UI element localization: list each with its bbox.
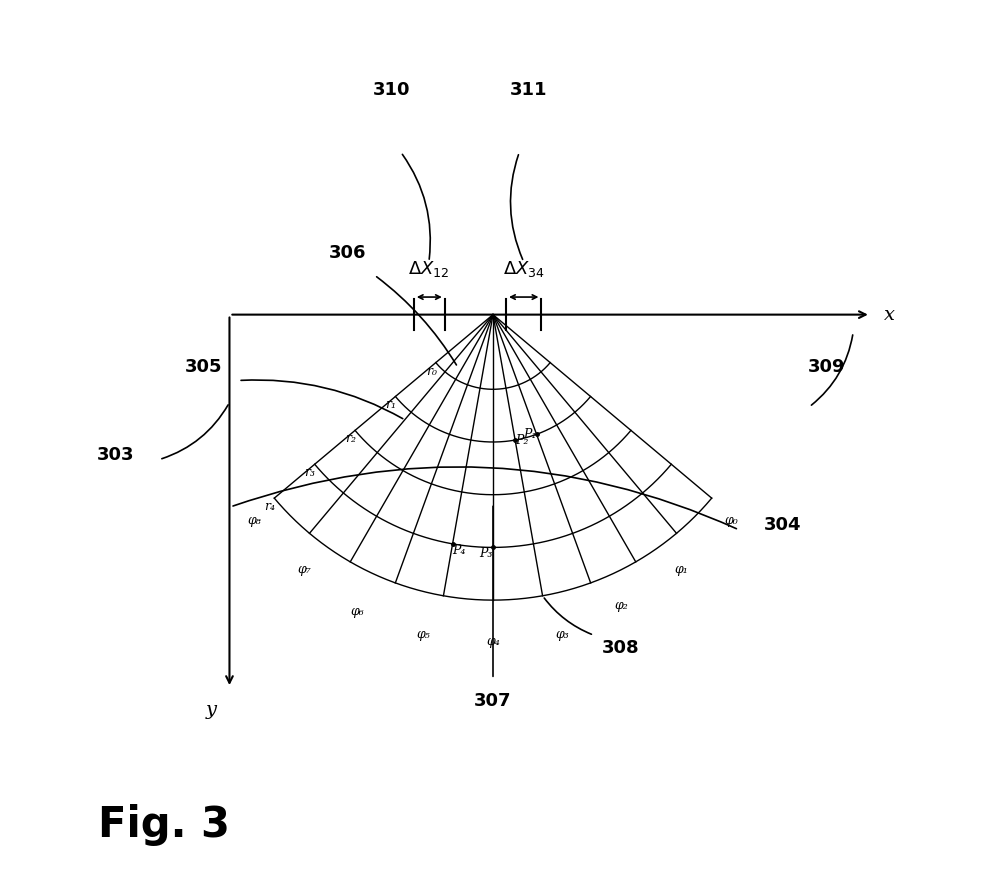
Text: φ₄: φ₄: [486, 636, 500, 648]
Text: P₁: P₁: [524, 428, 536, 441]
Text: P₄: P₄: [453, 544, 466, 557]
Text: φ₂: φ₂: [614, 598, 628, 612]
Text: φ₃: φ₃: [555, 628, 569, 641]
Text: φ₀: φ₀: [725, 514, 739, 527]
Text: r₀: r₀: [426, 364, 437, 377]
Text: 305: 305: [184, 358, 222, 376]
Text: 304: 304: [764, 516, 802, 534]
Text: φ₅: φ₅: [417, 628, 431, 641]
Text: y: y: [205, 701, 216, 720]
Text: r₂: r₂: [345, 432, 356, 446]
Text: φ₁: φ₁: [674, 562, 688, 575]
Text: P₃: P₃: [479, 547, 493, 560]
Text: 309: 309: [809, 358, 846, 376]
Text: 308: 308: [601, 639, 639, 657]
Text: x: x: [883, 306, 895, 324]
Text: $\Delta X_{12}$: $\Delta X_{12}$: [408, 260, 450, 279]
Text: $\Delta X_{34}$: $\Delta X_{34}$: [503, 260, 544, 279]
Text: 306: 306: [329, 243, 367, 262]
Text: 311: 311: [510, 81, 547, 99]
Text: Fig. 3: Fig. 3: [98, 804, 230, 846]
Text: φ₈: φ₈: [247, 514, 261, 527]
Text: φ₇: φ₇: [298, 562, 312, 575]
Text: r₁: r₁: [386, 399, 396, 411]
Text: φ₆: φ₆: [351, 606, 365, 618]
Text: P₂: P₂: [515, 433, 528, 446]
Text: 310: 310: [374, 81, 411, 99]
Text: r₄: r₄: [264, 500, 275, 513]
Text: r₃: r₃: [305, 466, 316, 479]
Text: 307: 307: [474, 691, 512, 710]
Text: 303: 303: [97, 446, 134, 463]
